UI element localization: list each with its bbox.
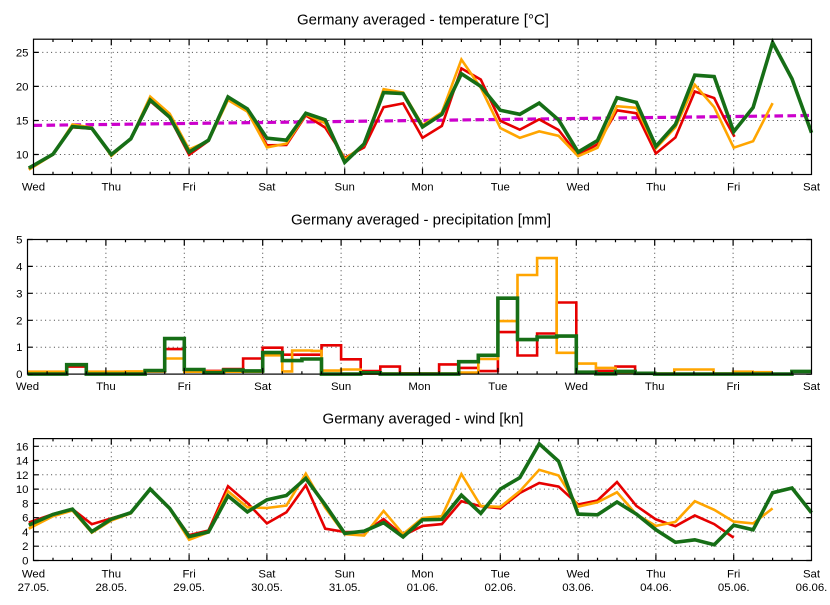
svg-text:16: 16 [16,441,29,453]
svg-text:12: 12 [16,470,29,482]
svg-text:2: 2 [22,541,28,553]
svg-text:5: 5 [16,235,22,247]
svg-text:Sat: Sat [258,182,276,194]
svg-text:03.06.: 03.06. [562,582,594,594]
svg-text:Sun: Sun [331,381,351,393]
svg-text:8: 8 [22,498,28,510]
svg-text:Sat: Sat [803,182,821,194]
svg-text:Tue: Tue [491,569,510,581]
svg-text:06.06.: 06.06. [796,582,828,594]
svg-text:2: 2 [16,315,22,327]
svg-text:4: 4 [16,261,22,273]
svg-text:15: 15 [16,116,29,128]
svg-text:Germany averaged - temperature: Germany averaged - temperature [°C] [297,12,549,29]
svg-text:Sat: Sat [803,381,821,393]
svg-text:Sat: Sat [254,381,272,393]
svg-text:0: 0 [22,556,28,568]
svg-text:Thu: Thu [646,182,666,194]
svg-text:28.05.: 28.05. [95,582,127,594]
svg-text:1: 1 [16,342,22,354]
svg-text:25: 25 [16,47,29,59]
svg-text:Thu: Thu [646,569,666,581]
svg-text:Thu: Thu [101,569,121,581]
svg-text:Thu: Thu [101,182,121,194]
svg-text:Wed: Wed [566,569,589,581]
svg-text:4: 4 [22,527,28,539]
svg-text:Sat: Sat [258,569,276,581]
svg-text:Fri: Fri [182,569,195,581]
svg-text:Fri: Fri [182,182,195,194]
svg-text:29.05.: 29.05. [173,582,205,594]
svg-text:27.05.: 27.05. [18,582,50,594]
svg-text:04.06.: 04.06. [640,582,672,594]
svg-text:0: 0 [16,369,22,381]
svg-text:Wed: Wed [565,381,588,393]
svg-text:10: 10 [16,484,29,496]
svg-text:30.05.: 30.05. [251,582,283,594]
svg-text:Sun: Sun [335,182,355,194]
svg-text:Mon: Mon [411,182,433,194]
svg-text:Thu: Thu [96,381,116,393]
svg-text:Germany averaged - wind [kn]: Germany averaged - wind [kn] [323,411,524,428]
svg-text:Mon: Mon [411,569,433,581]
svg-text:31.05.: 31.05. [329,582,361,594]
svg-text:14: 14 [16,456,29,468]
svg-text:Germany averaged - precipitati: Germany averaged - precipitation [mm] [291,212,551,229]
svg-text:Thu: Thu [645,381,665,393]
svg-text:Sat: Sat [803,569,821,581]
svg-text:Tue: Tue [488,381,507,393]
svg-text:Fri: Fri [178,381,191,393]
svg-text:02.06.: 02.06. [484,582,516,594]
svg-text:Fri: Fri [727,569,740,581]
svg-text:10: 10 [16,150,29,162]
svg-text:20: 20 [16,81,29,93]
svg-text:01.06.: 01.06. [407,582,439,594]
svg-text:Wed: Wed [16,381,39,393]
svg-text:Fri: Fri [727,182,740,194]
svg-text:Sun: Sun [335,569,355,581]
svg-text:Wed: Wed [22,182,45,194]
svg-text:05.06.: 05.06. [718,582,750,594]
svg-text:Wed: Wed [566,182,589,194]
svg-text:Wed: Wed [22,569,45,581]
svg-text:Tue: Tue [491,182,510,194]
svg-text:Mon: Mon [408,381,430,393]
svg-text:3: 3 [16,288,22,300]
svg-text:6: 6 [22,513,28,525]
svg-text:Fri: Fri [726,381,739,393]
